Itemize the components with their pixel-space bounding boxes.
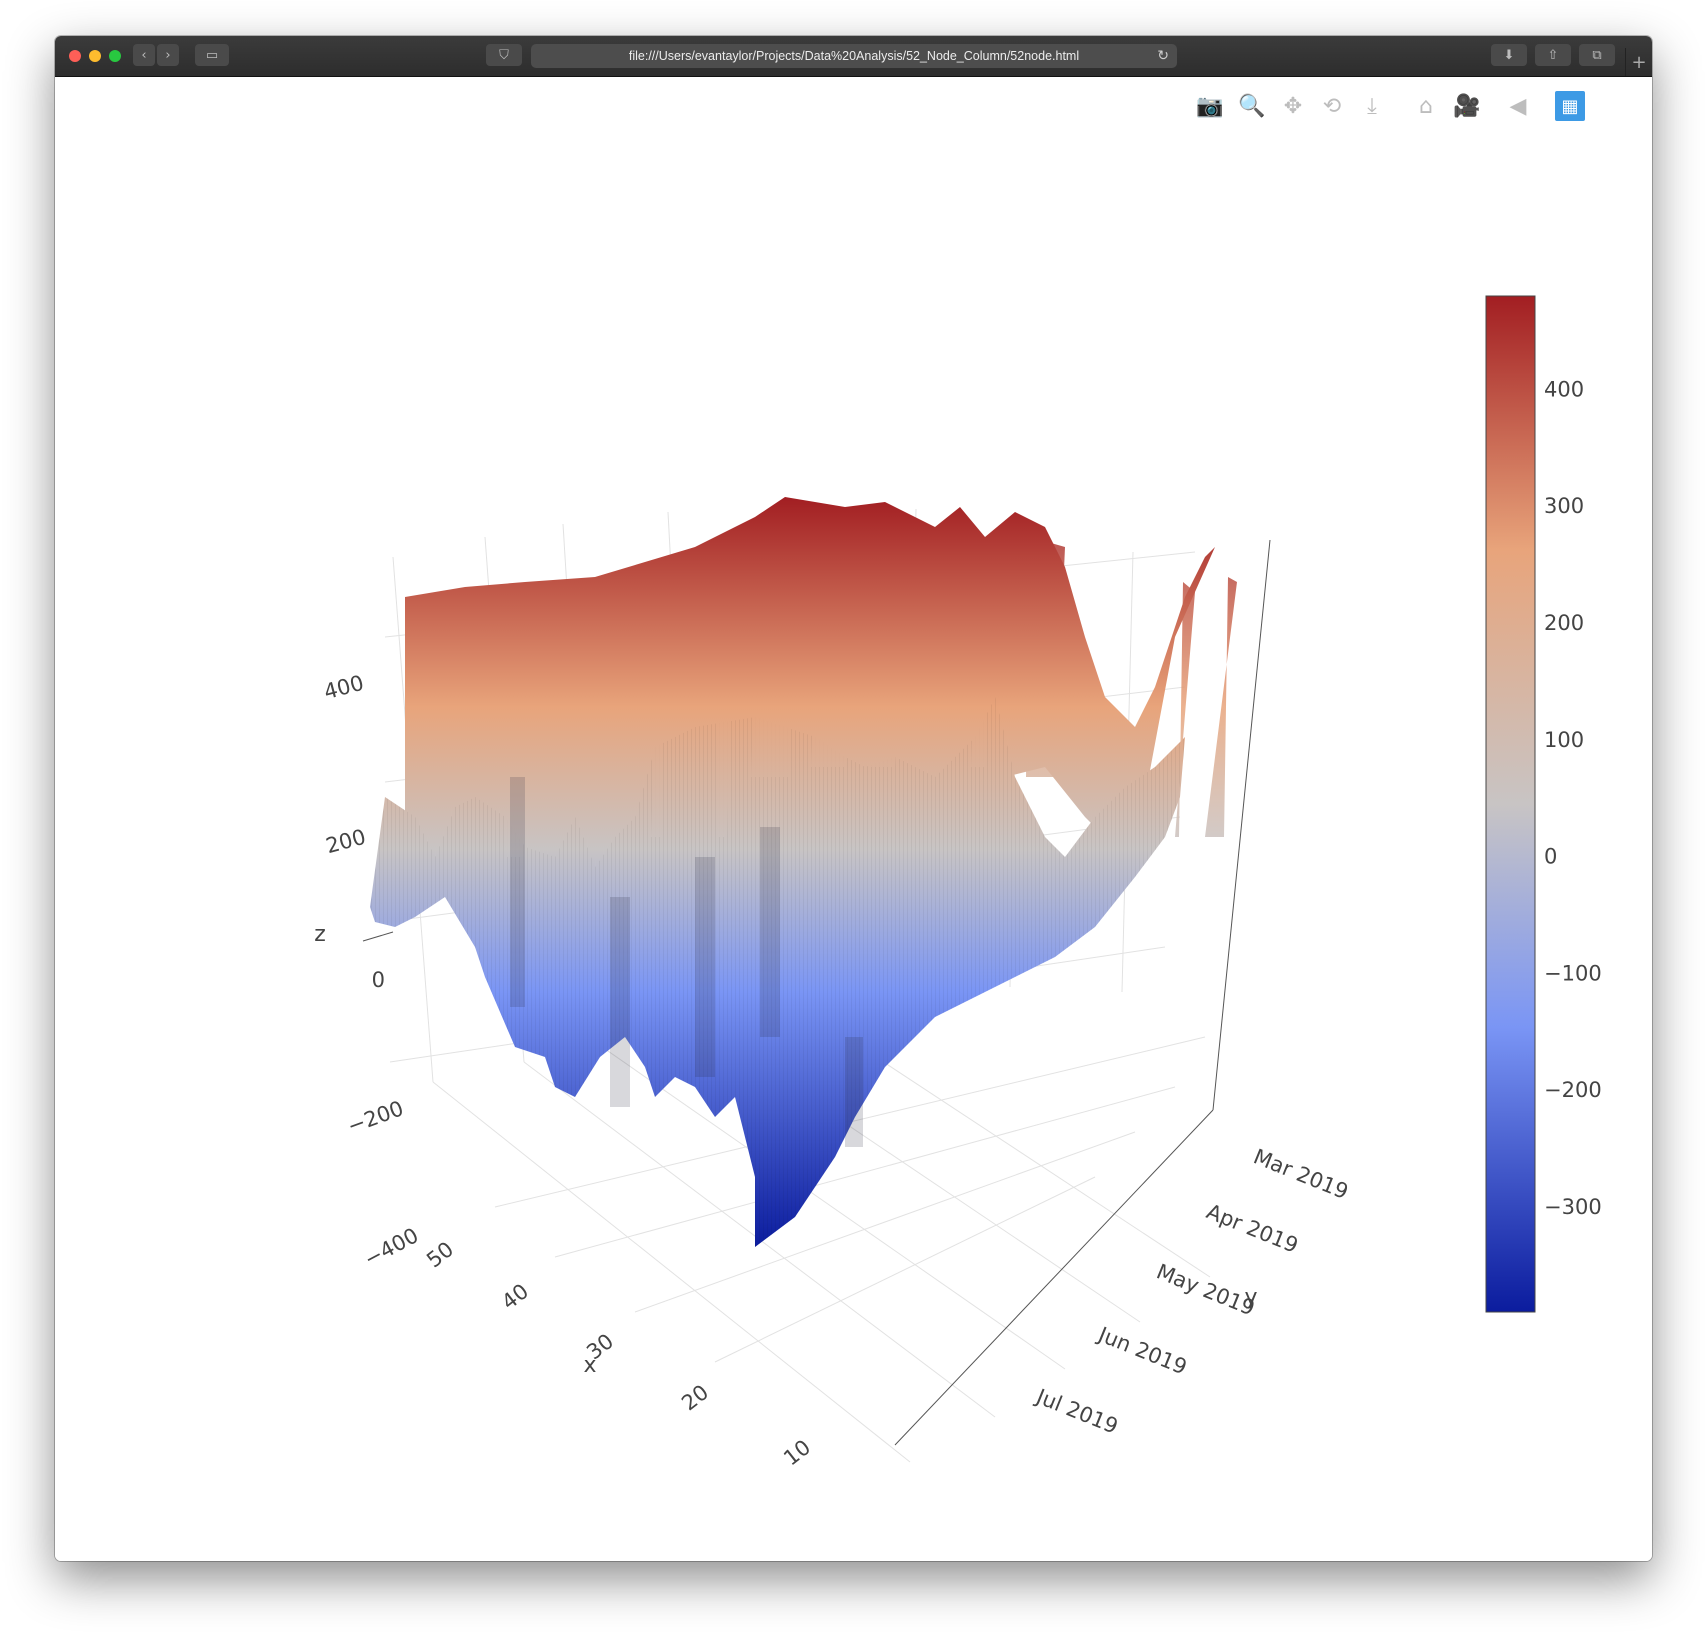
toggle-spike-lines-icon[interactable]: ◀ (1509, 93, 1527, 119)
sidebar-icon: ▭ (205, 47, 219, 63)
surface-shadow-strip (845, 1037, 863, 1147)
reset-camera-home-icon[interactable]: ⌂ (1419, 93, 1433, 119)
share-button[interactable]: ⇧ (1535, 44, 1571, 66)
z-tick-label: 400 (321, 671, 366, 705)
tabs-icon: ⧉ (1592, 47, 1602, 63)
x-tick-label: 10 (779, 1435, 815, 1470)
colorbar-ticks: 400 300 200 100 0 −100 −200 −300 (1544, 377, 1602, 1218)
reload-icon[interactable]: ↻ (1157, 47, 1169, 63)
page-content: 📷 🔍 ✥ ⟲ ⤓ ⌂ 🎥 ◀ ▦ (55, 77, 1652, 1561)
y-tick-label: Mar 2019 (1250, 1144, 1351, 1204)
camera-icon[interactable]: 📷 (1196, 93, 1224, 119)
colorbar (1485, 295, 1536, 1313)
new-tab-button[interactable]: + (1625, 48, 1652, 76)
colorbar-tick-label: 0 (1544, 845, 1557, 869)
surface-shadow-strip (760, 827, 780, 1037)
grid-line (594, 1041, 1066, 1370)
surface-spike (811, 517, 855, 767)
chevron-left-icon: ‹ (141, 47, 147, 63)
surface-spike (651, 597, 665, 837)
shield-icon: ⛉ (499, 47, 509, 63)
surface-spike (971, 539, 990, 767)
surface-shadow-strip (510, 777, 525, 1007)
zero-tick-line (362, 931, 394, 942)
surface-back-ridge (405, 497, 1215, 957)
z-tick-label: 0 (372, 968, 385, 992)
plotly-modebar: 📷 🔍 ✥ ⟲ ⤓ ⌂ 🎥 ◀ ▦ (1196, 91, 1585, 127)
y-tick-label: Jun 2019 (1093, 1322, 1190, 1380)
tab-overview-button[interactable]: ⧉ (1579, 44, 1615, 66)
z-axis-line (1212, 539, 1271, 1111)
colorbar-tick-label: 200 (1544, 611, 1584, 635)
url-text: file:///Users/evantaylor/Projects/Data%2… (628, 49, 1080, 63)
plotly-logo-icon[interactable]: ▦ (1555, 91, 1585, 121)
surface-spike (923, 539, 945, 767)
y-axis-line (894, 1109, 1214, 1446)
privacy-report-button[interactable]: ⛉ (486, 44, 522, 66)
browser-window: ‹ › ▭ ⛉ file:///Users/evantaylor/Project… (55, 36, 1652, 1561)
y-tick-label: May 2019 (1153, 1259, 1258, 1320)
colorbar-tick-label: 400 (1544, 377, 1584, 401)
download-icon: ⬇ (1503, 47, 1515, 63)
chevron-right-icon: › (165, 47, 171, 63)
grid-line (554, 1086, 1176, 1258)
surface-spike (1175, 582, 1195, 837)
surface-shadow-strip (695, 857, 715, 1077)
forward-button[interactable]: › (157, 44, 179, 66)
surface-spike (506, 607, 525, 857)
surface-trace (370, 497, 1237, 1247)
z-tick-label: 200 (323, 825, 368, 859)
zoom-window-button[interactable] (109, 50, 121, 62)
downloads-button[interactable]: ⬇ (1491, 44, 1527, 66)
x-tick-label: 20 (677, 1380, 713, 1415)
colorbar-tick-label: 300 (1544, 494, 1584, 518)
minimize-window-button[interactable] (89, 50, 101, 62)
surface-spike (871, 517, 905, 767)
x-tick-label: 50 (422, 1237, 458, 1272)
sidebar-toggle-button[interactable]: ▭ (195, 44, 229, 66)
y-axis-title: y (1244, 1285, 1257, 1310)
grid-line (432, 1081, 911, 1463)
x-tick-label: 40 (497, 1279, 533, 1314)
back-button[interactable]: ‹ (133, 44, 155, 66)
last-save-camera-icon[interactable]: 🎥 (1453, 93, 1481, 119)
close-window-button[interactable] (69, 50, 81, 62)
colorbar-tick-label: −300 (1544, 1195, 1602, 1219)
z-tick-label: −200 (344, 1096, 406, 1138)
orbit-rotation-icon[interactable]: ⟲ (1322, 93, 1342, 119)
surface-shadow-strip (610, 897, 630, 1107)
y-tick-label: Apr 2019 (1203, 1199, 1301, 1257)
plus-icon: + (1631, 51, 1647, 73)
x-axis-title: x (583, 1353, 596, 1378)
surface-spike (751, 532, 790, 777)
y-tick-label: Jul 2019 (1031, 1384, 1121, 1439)
pan-icon[interactable]: ✥ (1283, 93, 1303, 119)
share-icon: ⇧ (1547, 47, 1559, 63)
z-axis-title: z (314, 922, 326, 947)
grid-line (714, 1176, 1096, 1363)
colorbar-tick-label: 100 (1544, 728, 1584, 752)
surface-texture (370, 697, 1185, 1247)
grid-line (634, 1131, 1136, 1313)
colorbar-tick-label: −200 (1544, 1078, 1602, 1102)
turntable-rotation-icon[interactable]: ⤓ (1367, 93, 1377, 119)
surface-spike (1026, 537, 1065, 777)
colorbar-tick-label: −100 (1544, 961, 1602, 985)
surface-spike (1205, 577, 1237, 837)
address-bar[interactable]: file:///Users/evantaylor/Projects/Data%2… (531, 44, 1177, 68)
zoom-icon[interactable]: 🔍 (1238, 93, 1266, 119)
surface-spike (716, 622, 730, 837)
z-tick-label: −400 (360, 1223, 422, 1271)
browser-titlebar: ‹ › ▭ ⛉ file:///Users/evantaylor/Project… (55, 36, 1652, 77)
surface-spikes (506, 517, 1237, 1147)
